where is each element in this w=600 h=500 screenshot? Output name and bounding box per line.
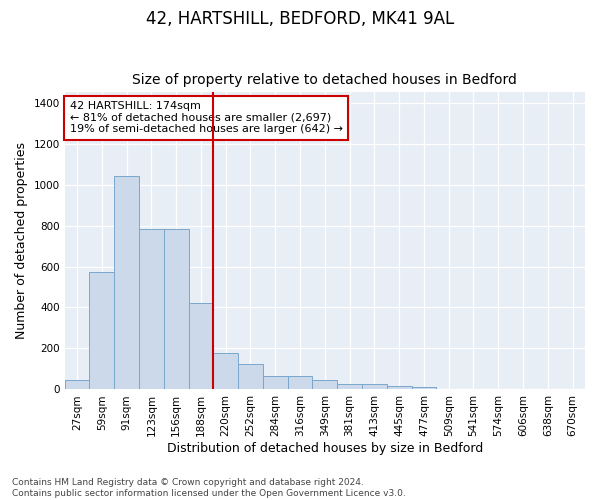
Bar xyxy=(387,386,412,390)
Bar xyxy=(263,376,287,390)
Text: 42 HARTSHILL: 174sqm
← 81% of detached houses are smaller (2,697)
19% of semi-de: 42 HARTSHILL: 174sqm ← 81% of detached h… xyxy=(70,101,343,134)
X-axis label: Distribution of detached houses by size in Bedford: Distribution of detached houses by size … xyxy=(167,442,483,455)
Bar xyxy=(114,176,139,390)
Bar xyxy=(65,380,89,390)
Bar xyxy=(362,384,387,390)
Title: Size of property relative to detached houses in Bedford: Size of property relative to detached ho… xyxy=(133,73,517,87)
Bar xyxy=(412,387,436,390)
Bar xyxy=(238,364,263,390)
Bar xyxy=(188,304,214,390)
Text: Contains HM Land Registry data © Crown copyright and database right 2024.
Contai: Contains HM Land Registry data © Crown c… xyxy=(12,478,406,498)
Bar xyxy=(214,352,238,390)
Bar xyxy=(164,228,188,390)
Bar xyxy=(287,376,313,390)
Bar xyxy=(89,272,114,390)
Text: 42, HARTSHILL, BEDFORD, MK41 9AL: 42, HARTSHILL, BEDFORD, MK41 9AL xyxy=(146,10,454,28)
Bar xyxy=(139,228,164,390)
Bar xyxy=(313,380,337,390)
Y-axis label: Number of detached properties: Number of detached properties xyxy=(15,142,28,340)
Bar xyxy=(337,384,362,390)
